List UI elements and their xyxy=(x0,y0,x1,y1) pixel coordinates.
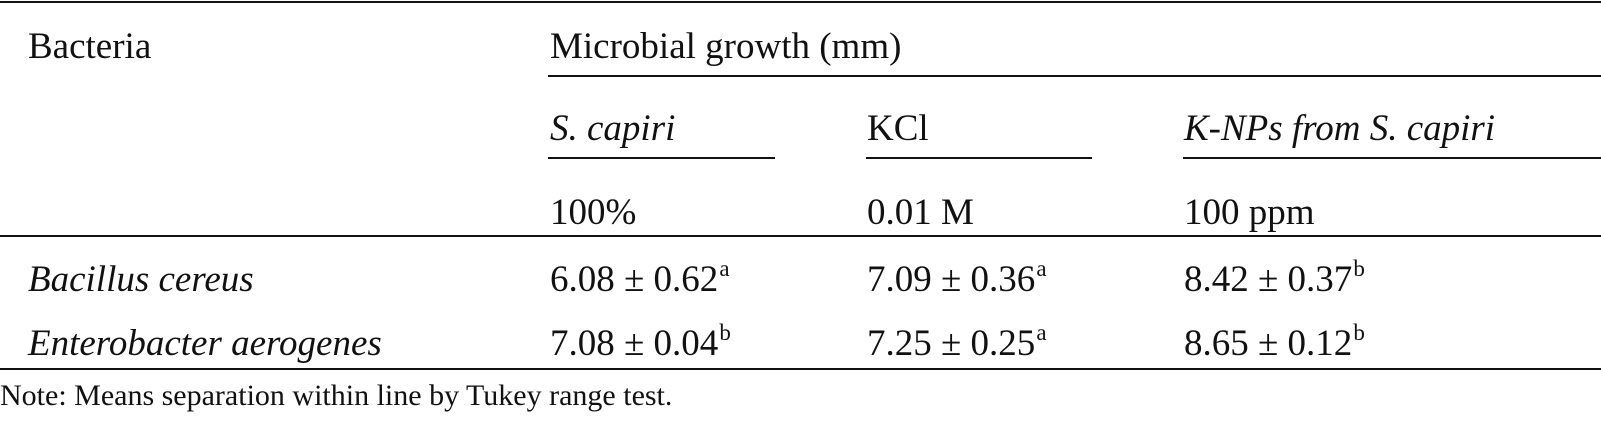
cell-value: 8.42 ± 0.37 xyxy=(1184,259,1353,300)
significance-letter: a xyxy=(719,256,730,281)
col3-header-rule xyxy=(1183,157,1601,159)
table-bottom-rule xyxy=(0,368,1601,370)
significance-letter: b xyxy=(719,320,731,345)
microbial-growth-group-header: Microbial growth (mm) xyxy=(550,26,902,67)
cell-value: 7.08 ± 0.04 xyxy=(550,323,719,364)
col2-treatment-header: KCl xyxy=(867,108,929,149)
row-bacteria-name: Bacillus cereus xyxy=(28,259,254,300)
table-cell: 6.08 ± 0.62a xyxy=(550,257,730,300)
table-cell: 7.09 ± 0.36a xyxy=(867,257,1047,300)
significance-letter: b xyxy=(1353,256,1365,281)
col1-concentration: 100% xyxy=(550,192,637,233)
cell-value: 6.08 ± 0.62 xyxy=(550,259,719,300)
table-cell: 8.42 ± 0.37b xyxy=(1184,257,1365,300)
col2-header-rule xyxy=(866,157,1092,159)
col1-treatment-header: S. capiri xyxy=(550,108,676,149)
header-bottom-rule xyxy=(0,235,1601,237)
col3-treatment-header: K-NPs from S. capiri xyxy=(1184,108,1496,149)
cell-value: 7.25 ± 0.25 xyxy=(867,323,1036,364)
table-note: Note: Means separation within line by Tu… xyxy=(0,379,673,412)
table-cell: 8.65 ± 0.12b xyxy=(1184,321,1365,364)
table-cell: 7.08 ± 0.04b xyxy=(550,321,731,364)
group-header-rule xyxy=(548,75,1601,77)
significance-letter: a xyxy=(1036,320,1047,345)
row-bacteria-name: Enterobacter aerogenes xyxy=(28,323,382,364)
bacteria-column-header: Bacteria xyxy=(28,26,152,67)
col3-concentration: 100 ppm xyxy=(1184,192,1315,233)
table-top-rule xyxy=(0,1,1601,3)
col1-header-rule xyxy=(548,157,775,159)
table-cell: 7.25 ± 0.25a xyxy=(867,321,1047,364)
significance-letter: a xyxy=(1036,256,1047,281)
significance-letter: b xyxy=(1353,320,1365,345)
cell-value: 8.65 ± 0.12 xyxy=(1184,323,1353,364)
cell-value: 7.09 ± 0.36 xyxy=(867,259,1036,300)
col2-concentration: 0.01 M xyxy=(867,192,974,233)
